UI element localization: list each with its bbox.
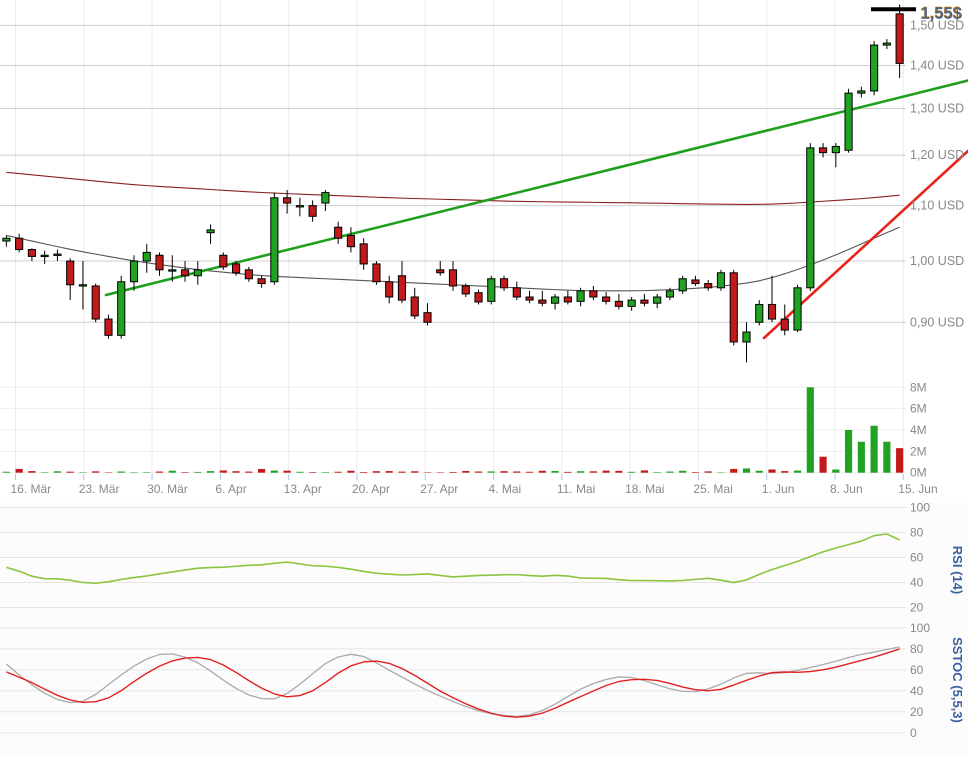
svg-text:18. Mai: 18. Mai (625, 482, 664, 496)
svg-text:27. Apr: 27. Apr (420, 482, 458, 496)
svg-text:1,20 USD: 1,20 USD (910, 148, 964, 162)
svg-text:40: 40 (910, 684, 924, 698)
svg-text:60: 60 (910, 551, 924, 565)
svg-text:80: 80 (910, 526, 924, 540)
svg-text:13. Apr: 13. Apr (284, 482, 322, 496)
svg-text:1. Jun: 1. Jun (762, 482, 795, 496)
svg-text:0: 0 (910, 726, 917, 740)
svg-text:23. Mär: 23. Mär (79, 482, 120, 496)
svg-text:1,10 USD: 1,10 USD (910, 199, 964, 213)
svg-text:80: 80 (910, 642, 924, 656)
svg-text:4M: 4M (910, 423, 927, 437)
svg-text:SSTOC (5,5,3): SSTOC (5,5,3) (950, 637, 965, 723)
svg-text:20: 20 (910, 705, 924, 719)
svg-text:16. Mär: 16. Mär (11, 482, 52, 496)
svg-text:0,90 USD: 0,90 USD (910, 315, 964, 329)
svg-text:11. Mai: 11. Mai (557, 482, 595, 496)
svg-text:15. Jun: 15. Jun (898, 482, 937, 496)
svg-text:6M: 6M (910, 402, 927, 416)
svg-text:1,40 USD: 1,40 USD (910, 58, 964, 72)
svg-text:100: 100 (910, 621, 930, 635)
svg-text:1,00 USD: 1,00 USD (910, 254, 964, 268)
svg-text:60: 60 (910, 663, 924, 677)
svg-text:1,30 USD: 1,30 USD (910, 102, 964, 116)
svg-text:6. Apr: 6. Apr (215, 482, 246, 496)
svg-text:30. Mär: 30. Mär (147, 482, 188, 496)
svg-text:0M: 0M (910, 466, 927, 480)
svg-text:4. Mai: 4. Mai (489, 482, 522, 496)
svg-text:40: 40 (910, 575, 924, 589)
svg-text:20. Apr: 20. Apr (352, 482, 390, 496)
svg-text:8M: 8M (910, 380, 927, 394)
svg-text:2M: 2M (910, 444, 927, 458)
svg-text:1,55$: 1,55$ (921, 5, 962, 23)
svg-text:20: 20 (910, 600, 924, 614)
svg-text:RSI (14): RSI (14) (950, 546, 965, 594)
svg-text:8. Jun: 8. Jun (830, 482, 863, 496)
svg-text:25. Mai: 25. Mai (693, 482, 732, 496)
svg-text:100: 100 (910, 501, 930, 515)
